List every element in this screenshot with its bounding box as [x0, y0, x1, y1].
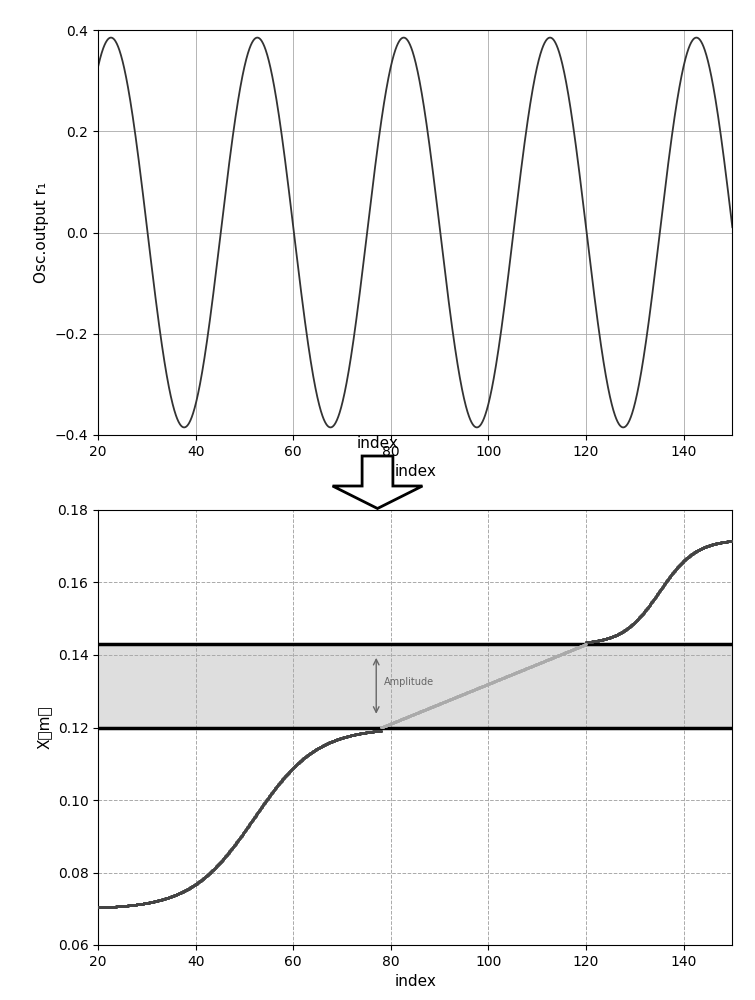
- X-axis label: index: index: [394, 974, 436, 989]
- Y-axis label: Osc.output r₁: Osc.output r₁: [35, 182, 49, 283]
- X-axis label: index: index: [394, 464, 436, 479]
- Y-axis label: X（m）: X（m）: [37, 706, 52, 749]
- Text: index: index: [356, 436, 399, 452]
- Text: Amplitude: Amplitude: [384, 677, 433, 687]
- Bar: [98, 644, 732, 727]
- Polygon shape: [333, 456, 423, 508]
